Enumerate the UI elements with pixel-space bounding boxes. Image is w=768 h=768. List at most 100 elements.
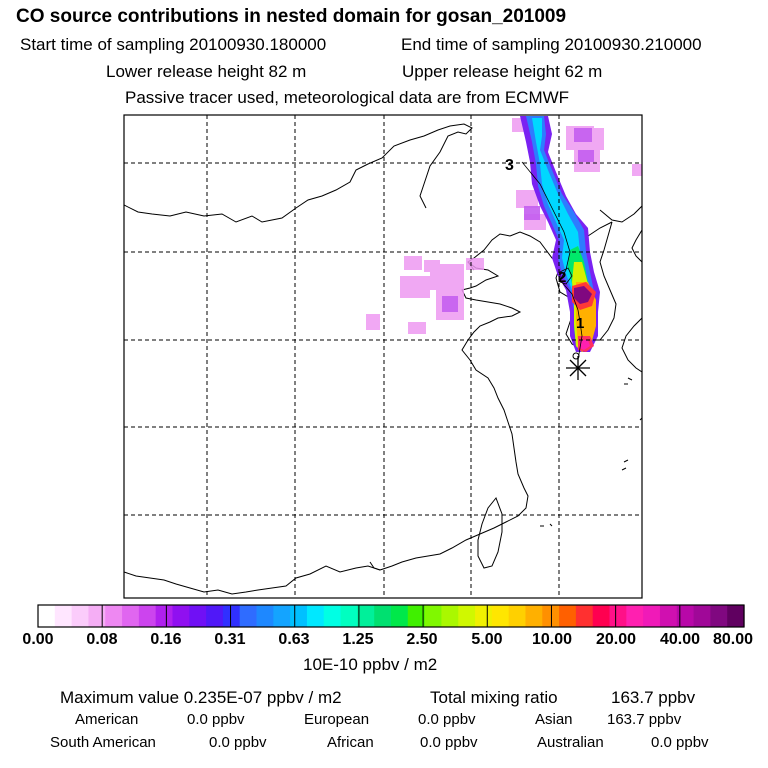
colorbar-swatch <box>38 605 56 627</box>
colorbar-swatch <box>122 605 140 627</box>
patch-low <box>366 314 380 330</box>
islands-ryukyu <box>540 377 642 527</box>
plume-core <box>574 286 592 304</box>
patch-low <box>632 164 642 176</box>
receptor-star-icon <box>566 356 590 380</box>
colorbar <box>38 605 745 627</box>
colorbar-swatch <box>54 605 73 627</box>
colorbar-tick-8: 10.00 <box>531 631 573 648</box>
colorbar-tick-3: 0.31 <box>214 631 246 648</box>
colorbar-swatch <box>693 605 711 627</box>
coastline-north <box>124 123 473 223</box>
american-value: 0.0 ppbv <box>187 711 245 728</box>
coastline-kyushu <box>621 317 642 373</box>
colorbar-tick-5: 1.25 <box>342 631 374 648</box>
colorbar-swatch <box>643 605 661 627</box>
colorbar-swatch <box>525 605 543 627</box>
european-label: European <box>304 711 370 728</box>
patch-low <box>404 256 422 270</box>
patch-mid <box>442 296 458 312</box>
colorbar-swatch <box>575 605 594 627</box>
colorbar-frame <box>37 604 745 628</box>
colorbar-tick-10: 40.00 <box>659 631 701 648</box>
colorbar-swatch <box>306 605 325 627</box>
colorbar-tick-6: 2.50 <box>406 631 438 648</box>
colorbar-swatch <box>222 605 241 627</box>
colorbar-swatch <box>424 605 443 627</box>
patch-mid <box>574 128 592 142</box>
colorbar-swatch <box>710 605 728 627</box>
south-american-label: South American <box>50 734 156 751</box>
colorbar-swatch <box>189 605 207 627</box>
map-frame <box>123 114 643 599</box>
american-label: American <box>75 711 139 728</box>
colorbar-tick-4: 0.63 <box>278 631 310 648</box>
colorbar-swatch <box>172 605 190 627</box>
colorbar-swatch <box>340 605 358 627</box>
colorbar-swatch <box>290 605 308 627</box>
colorbar-swatch <box>458 605 476 627</box>
colorbar-swatch <box>357 605 375 627</box>
chart-title: CO source contributions in nested domain… <box>16 6 567 27</box>
asian-value: 163.7 ppbv <box>607 711 682 728</box>
colorbar-swatch <box>206 605 224 627</box>
colorbar-swatch <box>609 605 627 627</box>
colorbar-swatch <box>727 605 745 627</box>
australian-value: 0.0 ppbv <box>651 734 709 751</box>
colorbar-swatch <box>273 605 291 627</box>
colorbar-tick-7: 5.00 <box>471 631 503 648</box>
tracer-note: Passive tracer used, meteorological data… <box>125 88 570 107</box>
african-value: 0.0 ppbv <box>420 734 478 751</box>
coastline-taiwan <box>477 497 503 569</box>
coastline-korea-east <box>592 221 617 341</box>
trajectory-loop <box>559 267 573 285</box>
patch-mid <box>524 206 540 220</box>
colorbar-swatch <box>88 605 106 627</box>
plume-magenta-south <box>580 340 590 350</box>
colorbar-swatch <box>592 605 611 627</box>
marker-3: 3 <box>505 157 514 174</box>
coastline-japan <box>631 229 642 263</box>
marker-2: 2 <box>558 269 566 286</box>
patch-low <box>466 258 484 270</box>
colorbar-swatch <box>138 605 157 627</box>
colorbar-swatch <box>256 605 274 627</box>
colorbar-swatch <box>323 605 342 627</box>
patch-low <box>516 190 538 208</box>
colorbar-tick-11: 80.00 <box>712 631 754 648</box>
south-american-value: 0.0 ppbv <box>209 734 267 751</box>
colorbar-swatch <box>239 605 258 627</box>
colorbar-swatch <box>659 605 678 627</box>
colorbar-unit: 10E-10 ppbv / m2 <box>303 655 438 674</box>
end-time-label: End time of sampling 20100930.210000 <box>401 35 702 54</box>
start-time-label: Start time of sampling 20100930.180000 <box>20 35 327 54</box>
european-value: 0.0 ppbv <box>418 711 476 728</box>
colorbar-swatch <box>374 605 392 627</box>
colorbar-swatch <box>391 605 409 627</box>
patch-low <box>408 322 426 334</box>
australian-label: Australian <box>537 734 604 751</box>
colorbar-swatch <box>407 605 426 627</box>
colorbar-tick-9: 20.00 <box>595 631 637 648</box>
trajectory-line <box>521 161 583 361</box>
lower-release-height-label: Lower release height 82 m <box>106 62 307 81</box>
patch-low <box>430 264 464 290</box>
colorbar-tick-1: 0.08 <box>86 631 118 648</box>
colorbar-swatch <box>508 605 527 627</box>
colorbar-swatch <box>626 605 644 627</box>
coastline-korea-border <box>599 205 642 223</box>
total-mixing-ratio-label: Total mixing ratio <box>430 688 558 707</box>
colorbar-swatch <box>491 605 510 627</box>
colorbar-swatch <box>559 605 577 627</box>
grid-lines <box>124 115 642 598</box>
colorbar-swatch <box>71 605 90 627</box>
colorbar-swatch <box>475 605 493 627</box>
colorbar-tick-2: 0.16 <box>150 631 182 648</box>
concentration-field <box>366 116 642 361</box>
african-label: African <box>327 734 374 751</box>
asian-label: Asian <box>535 711 573 728</box>
upper-release-height-label: Upper release height 62 m <box>402 62 603 81</box>
colorbar-swatch <box>441 605 459 627</box>
marker-1: 1 <box>576 315 584 332</box>
